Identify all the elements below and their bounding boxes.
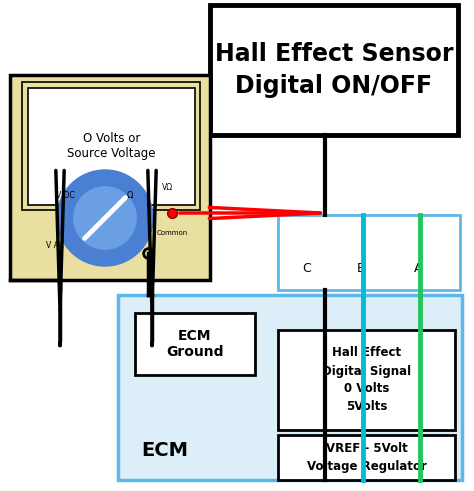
Text: O Volts or
Source Voltage: O Volts or Source Voltage [67, 133, 156, 161]
Text: B: B [357, 262, 365, 274]
Text: V DC: V DC [55, 191, 74, 199]
Bar [210, 5, 458, 135]
Bar [28, 88, 195, 205]
Text: Hall Effect
Digital Signal
0 Volts
5Volts: Hall Effect Digital Signal 0 Volts 5Volt… [322, 347, 411, 413]
Bar [10, 75, 210, 280]
Text: C: C [302, 262, 311, 274]
Bar [278, 330, 455, 430]
Bar [22, 82, 200, 210]
Text: Hall Effect Sensor
Digital ON/OFF: Hall Effect Sensor Digital ON/OFF [215, 42, 453, 98]
Text: Ω: Ω [127, 191, 133, 199]
Circle shape [57, 170, 153, 266]
Text: VREF - 5Volt
Voltage Regulator: VREF - 5Volt Voltage Regulator [307, 442, 427, 473]
Bar [278, 215, 460, 290]
Text: ECM
Ground: ECM Ground [166, 329, 224, 359]
Text: VΩ: VΩ [163, 184, 173, 192]
Text: V AC: V AC [46, 241, 64, 249]
Text: ECM: ECM [142, 440, 189, 460]
Circle shape [74, 187, 136, 249]
Text: Common: Common [156, 230, 188, 236]
Bar [118, 295, 462, 480]
Bar [135, 313, 255, 375]
Bar [278, 435, 455, 480]
Text: A: A [414, 262, 422, 274]
